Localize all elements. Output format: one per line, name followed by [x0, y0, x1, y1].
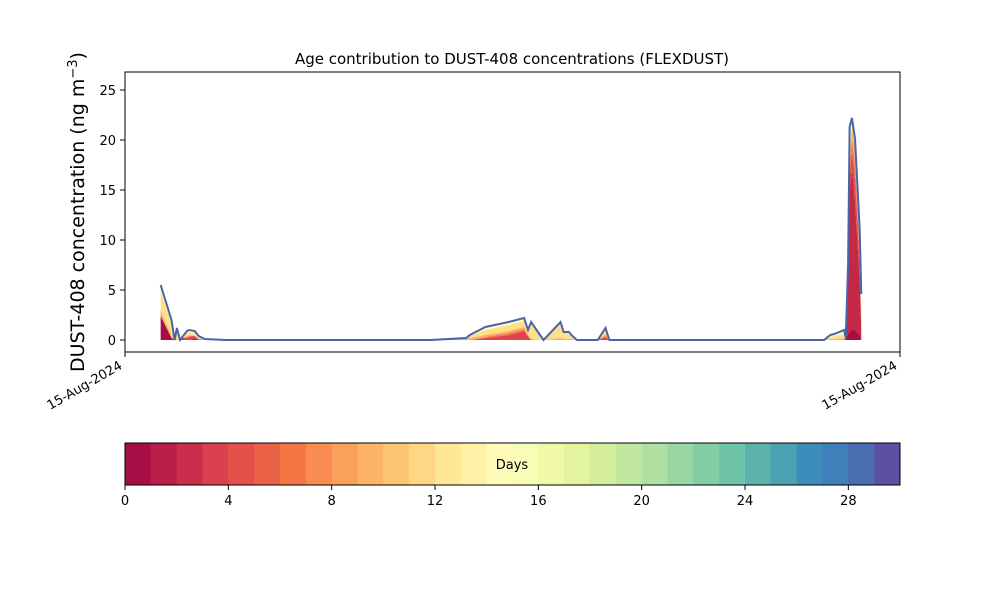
- y-axis-label-main: DUST-408 concentration (ng m: [67, 79, 89, 372]
- colorbar-bin: [512, 443, 539, 485]
- colorbar-tick-label: 16: [530, 494, 547, 509]
- colorbar-bin: [590, 443, 617, 485]
- y-tick-label: 20: [99, 134, 116, 149]
- colorbar-bin: [641, 443, 668, 485]
- colorbar-frame: [124, 442, 901, 486]
- colorbar-bin: [435, 443, 462, 485]
- colorbar-bin: [693, 443, 720, 485]
- stacked-areas: [160, 118, 862, 340]
- area-series-7: [160, 118, 862, 340]
- colorbar-bin: [383, 443, 410, 485]
- colorbar-bin: [486, 443, 513, 485]
- colorbar-bin: [150, 443, 178, 485]
- colorbar-bin: [331, 443, 358, 485]
- colorbar-bin: [796, 443, 823, 485]
- colorbar-tick-label: 8: [328, 494, 336, 509]
- colorbar-bin: [202, 443, 229, 485]
- colorbar-tick-label: 0: [121, 494, 129, 509]
- colorbar: Days 0 4 8 12 16 20 24 28: [121, 442, 901, 509]
- colorbar-label: Days: [496, 458, 529, 473]
- area-series-6: [160, 122, 862, 340]
- x-axis-ticks: 15-Aug-2024 15-Aug-2024: [45, 352, 901, 414]
- area-series-3: [160, 151, 862, 340]
- area-series-2: [160, 169, 862, 340]
- colorbar-tick-label: 28: [840, 494, 857, 509]
- colorbar-bin: [745, 443, 772, 485]
- colorbar-bin: [254, 443, 281, 485]
- y-axis-ticks: 0 5 10 15 20 25: [99, 84, 125, 349]
- colorbar-bin: [874, 443, 901, 485]
- area-series-5: [160, 127, 862, 340]
- colorbar-bin: [176, 443, 203, 485]
- chart-title: Age contribution to DUST-408 concentrati…: [295, 50, 729, 68]
- y-axis-label-unit-exponent: −3: [66, 59, 81, 78]
- colorbar-tick-label: 20: [633, 494, 650, 509]
- colorbar-bin: [460, 443, 488, 485]
- colorbar-tick-label: 4: [224, 494, 232, 509]
- total-concentration-line: [159, 117, 863, 343]
- main-chart: Age contribution to DUST-408 concentrati…: [45, 50, 901, 414]
- colorbar-bin: [564, 443, 591, 485]
- colorbar-bin: [280, 443, 307, 485]
- colorbar-bin: [667, 443, 694, 485]
- colorbar-ticks: 0 4 8 12 16 20 24 28: [121, 485, 857, 509]
- colorbar-bin: [305, 443, 333, 485]
- x-tick-label: 15-Aug-2024: [820, 358, 900, 413]
- colorbar-bin: [770, 443, 798, 485]
- colorbar-bin: [719, 443, 746, 485]
- colorbar-bin: [357, 443, 384, 485]
- colorbar-bin: [409, 443, 436, 485]
- colorbar-bin: [538, 443, 565, 485]
- y-tick-label: 10: [99, 234, 116, 249]
- colorbar-bin: [848, 443, 875, 485]
- colorbar-tick-label: 12: [427, 494, 444, 509]
- y-tick-label: 25: [99, 84, 116, 99]
- colorbar-bin: [125, 443, 152, 485]
- y-tick-label: 15: [99, 184, 116, 199]
- colorbar-tick-label: 24: [737, 494, 754, 509]
- plot-frame: [124, 71, 901, 353]
- y-tick-label: 5: [108, 284, 116, 299]
- colorbar-bin: [822, 443, 849, 485]
- y-axis-label: DUST-408 concentration (ng m−3): [66, 52, 89, 372]
- colorbar-bins: [125, 443, 901, 485]
- colorbar-bin: [615, 443, 643, 485]
- y-axis-label-close: ): [67, 52, 89, 59]
- y-tick-label: 0: [108, 334, 116, 349]
- colorbar-bin: [228, 443, 255, 485]
- area-series-4: [160, 139, 862, 340]
